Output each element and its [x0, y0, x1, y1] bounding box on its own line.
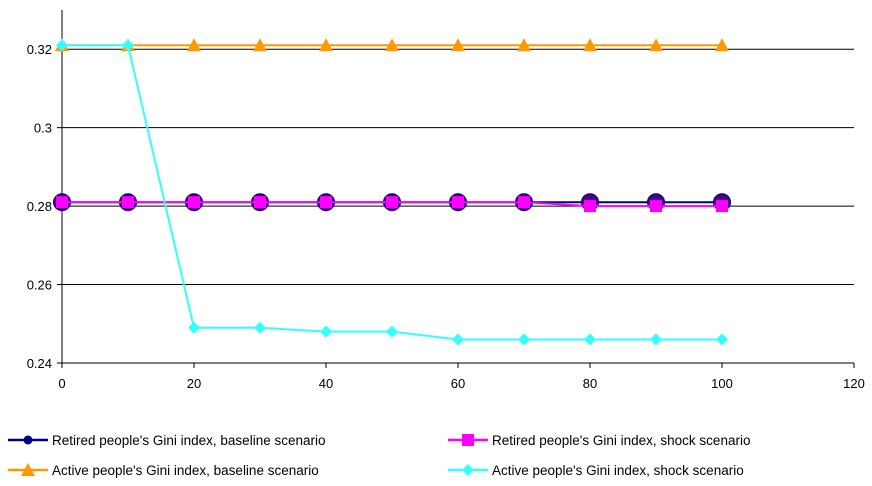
- data-point: [584, 200, 596, 213]
- legend-item-1: Retired people's Gini index, baseline sc…: [8, 433, 326, 448]
- data-point: [187, 38, 201, 52]
- data-point: [650, 333, 662, 346]
- data-point: [385, 38, 399, 52]
- data-point: [518, 196, 530, 209]
- data-point: [122, 39, 134, 52]
- y-tick-label: 0.24: [27, 356, 52, 371]
- legend-label: Retired people's Gini index, shock scena…: [492, 433, 750, 448]
- x-tick-label: 120: [843, 376, 865, 391]
- y-tick-label: 0.28: [27, 199, 52, 214]
- legend-item-3: Active people's Gini index, baseline sce…: [8, 463, 319, 478]
- data-point: [254, 196, 266, 209]
- data-point: [650, 200, 662, 213]
- y-tick-label: 0.26: [27, 278, 52, 293]
- legend-marker: [21, 463, 35, 476]
- tick-labels: 0.24 0.26 0.28 0.3 0.32 0 20 40 60 80 100 120: [27, 42, 865, 391]
- data-point: [56, 196, 68, 209]
- series-4: [56, 39, 728, 346]
- data-point: [584, 333, 596, 346]
- data-point: [517, 38, 531, 52]
- data-point: [386, 325, 398, 338]
- data-point: [451, 38, 465, 52]
- axes: [57, 10, 855, 368]
- data-point: [716, 333, 728, 346]
- y-tick-label: 0.32: [27, 42, 52, 57]
- legend-label: Retired people's Gini index, baseline sc…: [52, 433, 326, 448]
- legend-marker: [23, 435, 33, 445]
- x-tick-label: 60: [451, 376, 465, 391]
- x-tick-label: 20: [187, 376, 201, 391]
- series-2: [56, 196, 728, 213]
- grid-lines: [62, 48, 854, 286]
- data-point: [56, 39, 68, 52]
- series-line: [62, 44, 722, 341]
- x-tick-label: 80: [583, 376, 597, 391]
- data-point: [386, 196, 398, 209]
- legend-item-2: Retired people's Gini index, shock scena…: [448, 433, 750, 448]
- data-point: [649, 38, 663, 52]
- data-point: [715, 38, 729, 52]
- data-point: [122, 196, 134, 209]
- data-point: [716, 200, 728, 213]
- data-point: [320, 325, 332, 338]
- legend-label: Active people's Gini index, baseline sce…: [52, 463, 319, 478]
- series-lines: [53, 38, 731, 346]
- legend-marker: [462, 434, 474, 446]
- data-point: [253, 38, 267, 52]
- series-3: [55, 38, 729, 52]
- x-tick-label: 40: [319, 376, 333, 391]
- data-point: [188, 196, 200, 209]
- data-point: [319, 38, 333, 52]
- data-point: [452, 196, 464, 209]
- data-point: [254, 321, 266, 334]
- data-point: [452, 333, 464, 346]
- data-point: [320, 196, 332, 209]
- legend: Retired people's Gini index, baseline sc…: [8, 433, 750, 478]
- x-tick-label: 100: [711, 376, 733, 391]
- y-tick-label: 0.3: [34, 121, 52, 136]
- data-point: [188, 321, 200, 334]
- legend-marker: [462, 464, 474, 476]
- data-point: [583, 38, 597, 52]
- x-tick-label: 0: [58, 376, 65, 391]
- data-point: [518, 333, 530, 346]
- legend-item-4: Active people's Gini index, shock scenar…: [448, 463, 744, 478]
- legend-label: Active people's Gini index, shock scenar…: [492, 463, 744, 478]
